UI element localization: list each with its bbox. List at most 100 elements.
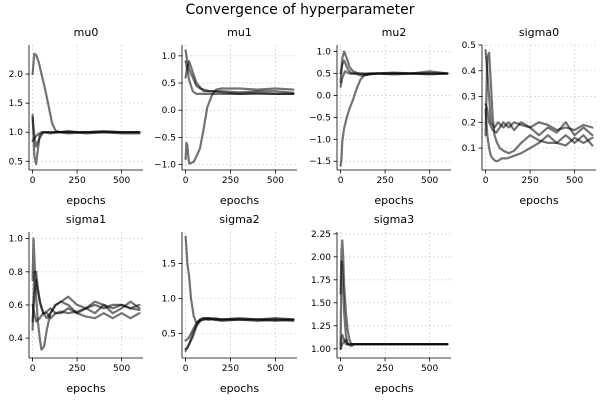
- series-line-3: [339, 333, 449, 346]
- subplot-title: sigma3: [374, 213, 414, 226]
- y-tick-label: 2.25: [311, 230, 331, 240]
- series-line-2: [339, 260, 449, 350]
- x-tick-label: 250: [69, 176, 86, 186]
- series-line-4: [339, 338, 449, 350]
- series-line-1: [184, 87, 295, 165]
- x-tick-label: 500: [113, 364, 130, 374]
- y-tick-label: −1.0: [309, 135, 331, 145]
- x-axis-label: epochs: [519, 194, 558, 207]
- x-tick-label: 250: [377, 364, 394, 374]
- x-axis-label: epochs: [66, 194, 105, 207]
- series-line-2: [339, 50, 449, 84]
- series-line-2: [184, 317, 295, 353]
- y-tick-label: 0.0: [317, 91, 332, 101]
- series-line-4: [339, 70, 449, 88]
- x-axis-label: epochs: [220, 382, 259, 395]
- y-tick-label: 0.4: [9, 334, 24, 344]
- x-tick-label: 250: [69, 364, 86, 374]
- series-line-3: [484, 49, 594, 137]
- y-tick-label: 1.75: [311, 276, 331, 286]
- subplot-mu0: 0 250 500 0.5 1.0 1.5 2.0 mu0 epochs: [9, 26, 143, 207]
- y-tick-label: 1.25: [311, 322, 331, 332]
- y-tick-label: 0.4: [462, 67, 477, 77]
- x-axis-label: epochs: [220, 194, 259, 207]
- x-tick-label: 0: [183, 176, 189, 186]
- y-tick-label: 0.1: [462, 144, 476, 154]
- series-line-1: [184, 235, 295, 325]
- x-tick-label: 500: [566, 176, 583, 186]
- x-tick-label: 0: [338, 176, 344, 186]
- y-tick-label: 0.8: [9, 268, 24, 278]
- y-tick-label: 1.0: [162, 52, 177, 62]
- x-tick-label: 0: [338, 364, 344, 374]
- x-tick-label: 0: [183, 364, 189, 374]
- y-tick-label: 0.5: [162, 79, 176, 89]
- x-tick-label: 250: [377, 176, 394, 186]
- x-tick-label: 250: [522, 176, 539, 186]
- subplot-sigma2: 0 250 500 0.5 1.0 1.5 sigma2 epochs: [162, 213, 297, 395]
- y-tick-label: 1.00: [311, 345, 331, 355]
- subplot-sigma1: 0 250 500 0.4 0.6 0.8 1.0 sigma1 epochs: [9, 213, 143, 395]
- x-tick-label: 500: [421, 364, 438, 374]
- subplot-title: sigma2: [219, 213, 259, 226]
- subplot-title: mu0: [74, 26, 99, 39]
- x-tick-label: 500: [421, 176, 438, 186]
- series-line-3: [31, 303, 141, 323]
- subplot-title: mu1: [227, 26, 252, 39]
- subplot-mu2: 0 250 500 −1.5 −1.0 −0.5 0.0 0.5 1.0 mu2 epochs: [309, 26, 451, 207]
- series-line-4: [184, 60, 295, 95]
- series-line-1: [339, 72, 449, 167]
- y-tick-label: 1.5: [162, 260, 176, 270]
- y-tick-label: 2.0: [9, 70, 24, 80]
- y-tick-label: 0.2: [462, 118, 476, 128]
- subplot-title: sigma0: [519, 26, 559, 39]
- series-line-4: [31, 279, 141, 323]
- y-tick-label: 0.5: [462, 41, 476, 51]
- x-tick-label: 500: [267, 176, 284, 186]
- y-tick-label: −1.0: [154, 161, 176, 171]
- y-tick-label: −0.5: [309, 113, 331, 123]
- y-tick-label: 0.5: [317, 70, 331, 80]
- subplot-sigma0: 0 250 500 0.1 0.2 0.3 0.4 0.5 sigma0 epochs: [462, 26, 596, 207]
- series-line-2: [31, 113, 141, 166]
- y-tick-label: 1.0: [9, 128, 24, 138]
- y-tick-label: −1.5: [309, 157, 331, 167]
- subplot-title: mu2: [382, 26, 407, 39]
- y-tick-label: 1.50: [311, 299, 331, 309]
- x-tick-label: 0: [483, 176, 489, 186]
- y-tick-label: 2.00: [311, 253, 331, 263]
- series-line-1: [484, 108, 594, 163]
- x-tick-label: 250: [222, 176, 239, 186]
- y-tick-label: 1.0: [9, 235, 24, 245]
- series-line-1: [31, 52, 141, 134]
- x-tick-label: 250: [222, 364, 239, 374]
- x-tick-label: 0: [30, 176, 36, 186]
- subplot-mu1: 0 250 500 −1.0 −0.5 0.0 0.5 1.0 mu1 epochs: [154, 26, 297, 207]
- y-tick-label: −0.5: [154, 133, 176, 143]
- series-line-4: [484, 103, 594, 134]
- y-tick-label: 0.6: [9, 301, 24, 311]
- y-tick-label: 1.5: [9, 99, 23, 109]
- y-tick-label: 0.5: [9, 157, 23, 167]
- series-line-2: [484, 51, 594, 155]
- y-tick-label: 1.0: [317, 48, 332, 58]
- series-line-1: [339, 239, 449, 346]
- series-line-3: [184, 318, 295, 350]
- x-tick-label: 500: [267, 364, 284, 374]
- y-tick-label: 1.0: [162, 295, 177, 305]
- x-tick-label: 0: [30, 364, 36, 374]
- figure-title: Convergence of hyperparameter: [185, 2, 415, 18]
- series-line-1: [31, 237, 141, 351]
- subplot-sigma3: 0 250 500 1.00 1.25 1.50 1.75 2.00 2.25 sigma3 epo…: [311, 213, 451, 395]
- series-line-4: [31, 131, 141, 142]
- series-line-4: [184, 317, 295, 342]
- subplot-title: sigma1: [66, 213, 106, 226]
- series-line-2: [184, 49, 295, 94]
- x-tick-label: 500: [113, 176, 130, 186]
- x-axis-label: epochs: [374, 382, 413, 395]
- x-axis-label: epochs: [66, 382, 105, 395]
- x-axis-label: epochs: [374, 194, 413, 207]
- y-tick-label: 0.5: [162, 330, 176, 340]
- y-tick-label: 0.0: [162, 106, 177, 116]
